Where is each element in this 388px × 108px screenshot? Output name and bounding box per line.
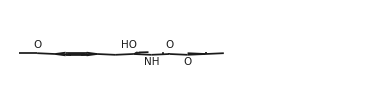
Text: HO: HO xyxy=(121,40,137,50)
Polygon shape xyxy=(133,52,140,54)
Text: O: O xyxy=(184,57,192,68)
Text: O: O xyxy=(165,40,173,50)
Text: O: O xyxy=(33,40,41,50)
Text: NH: NH xyxy=(144,57,159,68)
